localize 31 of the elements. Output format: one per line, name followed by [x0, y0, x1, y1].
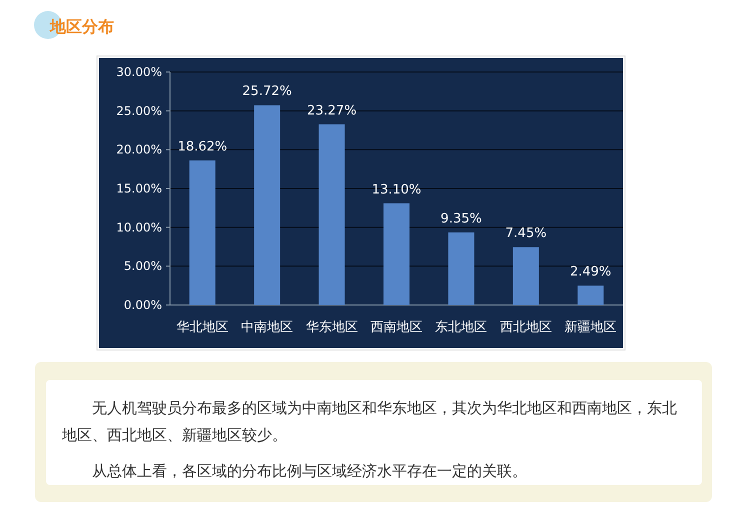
y-tick-label: 30.00% [116, 65, 162, 79]
bar [318, 124, 345, 305]
bar [384, 203, 410, 305]
bar [189, 160, 216, 305]
x-tick-label: 新疆地区 [564, 320, 617, 335]
chart-title: 地区分布 [49, 17, 114, 36]
text: 从总体上看，各区域的分布比例与区域经济水平存在一定的关联。 [91, 461, 528, 482]
data-label: 9.35% [440, 211, 482, 226]
data-label: 25.72% [242, 84, 292, 100]
data-label: 18.62% [178, 139, 228, 154]
y-tick-label: 25.00% [116, 104, 162, 118]
x-tick-label: 中南地区 [241, 320, 294, 335]
x-tick-label: 华北地区 [176, 320, 228, 335]
y-tick-label: 20.00% [116, 142, 162, 157]
y-tick-label: 0.00% [124, 298, 162, 312]
y-tick-label: 15.00% [116, 182, 162, 196]
bar [578, 286, 604, 305]
text: 无人机驾驶员分布最多的区域为中南地区和华东地区，其次为华北地区和西南地区，东北地区、西北地区、新疆地区较少。 [62, 398, 678, 446]
data-label: 2.49% [570, 264, 612, 280]
bar [448, 232, 474, 305]
data-label: 7.45% [505, 226, 547, 242]
bar [254, 105, 280, 305]
x-tick-label: 华东地区 [306, 320, 358, 335]
x-tick-label: 西南地区 [370, 320, 422, 335]
data-label: 23.27% [306, 103, 357, 118]
bar [512, 247, 539, 305]
y-tick-label: 10.00% [116, 220, 162, 234]
data-label: 13.10% [372, 182, 422, 198]
x-tick-label: 东北地区 [435, 320, 488, 335]
x-tick-label: 西北地区 [500, 320, 552, 335]
y-tick-label: 5.00% [124, 259, 162, 274]
